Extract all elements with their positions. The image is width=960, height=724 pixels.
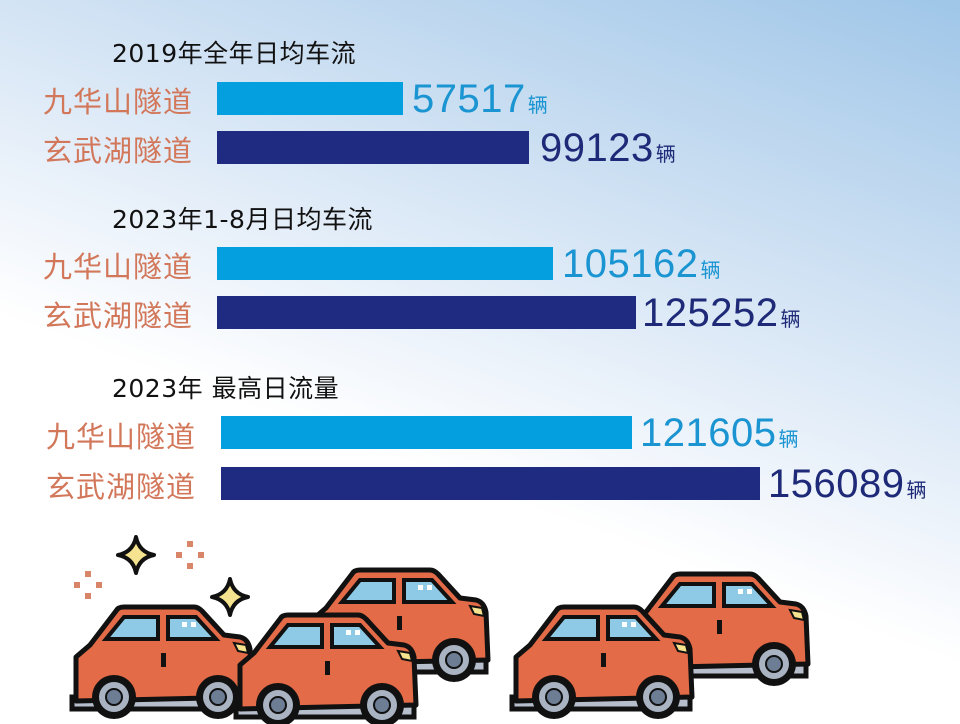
bar-label-jiuhuashan: 九华山隧道 — [43, 250, 194, 284]
value-xuanwuhu-2023-avg: 125252 辆 — [642, 291, 801, 335]
value-jiuhuashan-2023-peak: 121605 辆 — [640, 411, 799, 455]
bar-label-jiuhuashan: 九华山隧道 — [46, 420, 197, 454]
bar-xuanwuhu-2023-avg — [217, 296, 636, 329]
sparkle-icon — [210, 577, 250, 617]
bar-label-jiuhuashan: 九华山隧道 — [43, 85, 194, 119]
bar-label-xuanwuhu: 玄武湖隧道 — [43, 299, 194, 333]
value-xuanwuhu-2019: 99123 辆 — [540, 126, 677, 170]
car-icon — [72, 607, 252, 719]
bar-jiuhuashan-2023-avg — [217, 247, 553, 280]
group-title-2019-daily-avg: 2019年全年日均车流 — [112, 39, 357, 68]
group-title-2023-peak-daily: 2023年 最高日流量 — [112, 374, 340, 403]
bar-label-xuanwuhu: 玄武湖隧道 — [43, 134, 194, 168]
bar-xuanwuhu-2023-peak — [221, 467, 760, 500]
bar-jiuhuashan-2019 — [217, 82, 403, 115]
cars-illustration — [0, 535, 960, 724]
group-title-2023-jan-aug-daily-avg: 2023年1-8月日均车流 — [112, 205, 373, 234]
bar-label-xuanwuhu: 玄武湖隧道 — [46, 470, 197, 504]
bar-jiuhuashan-2023-peak — [221, 416, 632, 449]
sparkle-icon — [116, 535, 156, 575]
value-xuanwuhu-2023-peak: 156089 辆 — [768, 462, 927, 506]
bar-xuanwuhu-2019 — [217, 131, 529, 164]
value-jiuhuashan-2019: 57517 辆 — [412, 77, 549, 121]
value-jiuhuashan-2023-avg: 105162 辆 — [562, 242, 721, 286]
